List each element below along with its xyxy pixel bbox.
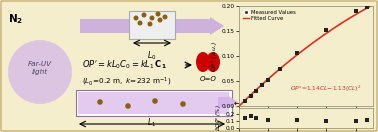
Circle shape <box>147 22 152 27</box>
Circle shape <box>158 18 163 22</box>
Legend: Measured Values, Fitted Curve: Measured Values, Fitted Curve <box>242 9 296 22</box>
Text: $\mathbf{N_2}$: $\mathbf{N_2}$ <box>8 12 23 26</box>
Ellipse shape <box>196 52 210 72</box>
FancyArrow shape <box>80 17 224 35</box>
Point <box>364 6 370 8</box>
Point <box>253 90 259 92</box>
Text: Far-UV
light: Far-UV light <box>28 61 52 75</box>
Text: $(L_0\!=\!0.2\ \mathrm{m},\ k\!=\!232\ \mathrm{m}^{-1})$: $(L_0\!=\!0.2\ \mathrm{m},\ k\!=\!232\ \… <box>82 76 171 88</box>
Circle shape <box>155 11 161 16</box>
Point <box>248 115 254 117</box>
Ellipse shape <box>206 52 220 72</box>
Point <box>265 119 271 121</box>
Text: $OP^{\prime\prime}\!=\!1.14CL\!-\!1.13(CL)^2$: $OP^{\prime\prime}\!=\!1.14CL\!-\!1.13(C… <box>290 84 361 94</box>
Circle shape <box>150 15 155 20</box>
Point <box>242 100 248 102</box>
Point <box>277 68 283 70</box>
FancyBboxPatch shape <box>1 1 377 131</box>
FancyArrow shape <box>218 95 238 109</box>
FancyBboxPatch shape <box>77 91 228 114</box>
Circle shape <box>133 15 138 20</box>
Point <box>324 29 330 31</box>
Circle shape <box>152 98 158 104</box>
Text: $L_0$: $L_0$ <box>147 50 157 62</box>
FancyBboxPatch shape <box>129 11 175 39</box>
Point <box>294 52 300 54</box>
Point <box>265 79 271 81</box>
FancyBboxPatch shape <box>76 89 231 116</box>
Circle shape <box>8 40 72 104</box>
Point <box>259 84 265 86</box>
Point <box>353 10 359 12</box>
Point <box>364 119 370 121</box>
Circle shape <box>141 13 147 18</box>
Text: $OP' = kL_0C_0 = kL_1\,\mathbf{C_1}$: $OP' = kL_0C_0 = kL_1\,\mathbf{C_1}$ <box>82 59 167 71</box>
Y-axis label: $OP^{\prime\prime}$ (a.u.): $OP^{\prime\prime}$ (a.u.) <box>210 40 220 72</box>
Circle shape <box>97 99 103 105</box>
Point <box>248 95 254 97</box>
Y-axis label: $\Delta OP^{\prime\prime}$ (%): $\Delta OP^{\prime\prime}$ (%) <box>215 104 224 131</box>
Point <box>353 119 359 122</box>
Circle shape <box>125 103 131 109</box>
Text: $\leftarrow\cdots$: $\leftarrow\cdots$ <box>232 98 250 107</box>
Point <box>294 119 300 121</box>
Point <box>324 119 330 122</box>
Circle shape <box>180 101 186 107</box>
Circle shape <box>163 15 167 20</box>
Text: O=O: O=O <box>200 76 217 82</box>
Circle shape <box>138 20 143 25</box>
Point <box>242 117 248 119</box>
Point <box>253 117 259 120</box>
Text: $L_1$: $L_1$ <box>147 117 156 129</box>
